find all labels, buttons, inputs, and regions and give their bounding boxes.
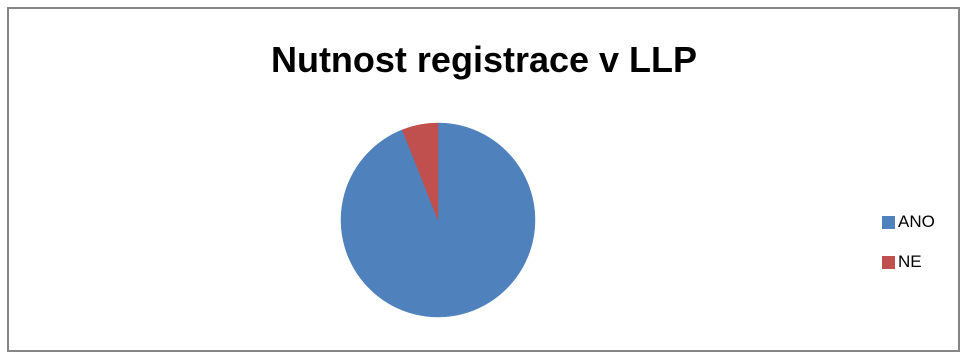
legend-label-ano: ANO: [898, 212, 935, 231]
legend-item-ne: NE: [882, 252, 922, 272]
pie-slice-ne: [401, 122, 439, 221]
legend-swatch-ne: [882, 255, 895, 269]
legend-swatch-ano: [882, 215, 895, 229]
legend-label-ne: NE: [898, 252, 922, 271]
legend-item-ano: ANO: [882, 212, 935, 232]
chart-title: Nutnost registrace v LLP: [270, 39, 698, 80]
pie-chart: [340, 122, 536, 318]
